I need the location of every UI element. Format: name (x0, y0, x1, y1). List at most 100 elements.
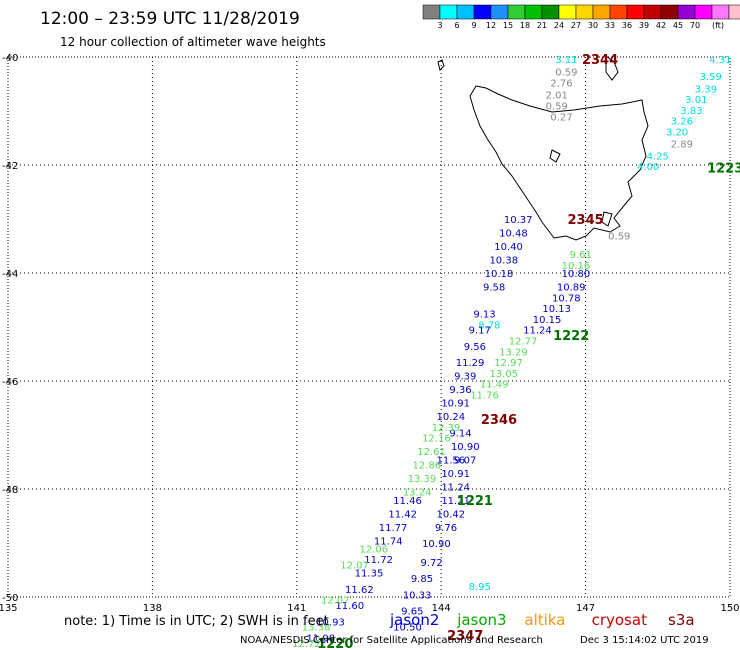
swh-label: 12.07 (340, 561, 369, 572)
swh-label: 0.59 (546, 102, 568, 113)
legend-swatch (711, 4, 730, 20)
swh-label: 12.07 (321, 596, 350, 607)
satellite-legend: jason2 jason3 altika cryosat s3a (389, 611, 695, 629)
pass-time-label: 1222 (553, 329, 589, 344)
legend-swatch (592, 4, 611, 20)
pass-time-label: 1221 (457, 494, 493, 509)
swh-label: 11.98 (307, 634, 336, 645)
pass-time-label: 2347 (447, 629, 483, 644)
pass-times: 2344 1223 2345 1222 2346 1221 1220 2347 (317, 53, 740, 650)
swh-label: 11.24 (441, 482, 470, 493)
satellite-jason3: jason3 (456, 611, 506, 629)
swh-label: 4.00 (637, 162, 659, 173)
swh-label: 11.35 (355, 569, 384, 580)
swh-label: 9.14 (449, 428, 471, 439)
legend-swatch (558, 4, 577, 20)
y-tick-label: -46 (2, 377, 18, 388)
swh-label: 13.38 (302, 623, 331, 634)
swh-label: 10.13 (542, 304, 571, 315)
swh-label: 11.62 (345, 585, 374, 596)
swh-label: 0.59 (555, 68, 577, 79)
legend-label: 18 (520, 21, 530, 30)
swh-label: 10.78 (552, 293, 581, 304)
legend-label: 39 (639, 21, 649, 30)
color-legend: 3 6 9 12 15 18 21 24 27 30 33 36 39 42 45 70 (ft) (422, 4, 740, 30)
legend-label: 33 (605, 21, 615, 30)
legend-swatch (490, 4, 509, 20)
flinders-island-outline (605, 55, 619, 81)
legend-swatch (507, 4, 526, 20)
legend-label: 30 (588, 21, 598, 30)
swh-label: 9.56 (464, 342, 486, 353)
swh-label: 11.24 (523, 326, 552, 337)
legend-label: 27 (571, 21, 581, 30)
legend-label: 24 (554, 21, 564, 30)
swh-label: 9.36 (449, 385, 471, 396)
legend-swatch (626, 4, 645, 20)
satellite-altika: altika (524, 611, 565, 629)
swh-label: 10.16 (562, 261, 591, 272)
swh-label: 11.72 (364, 555, 393, 566)
swh-label: 9.39 (454, 372, 476, 383)
swh-label: 9.72 (420, 558, 442, 569)
legend-swatch (439, 4, 458, 20)
legend-swatch (694, 4, 713, 20)
pass-time-label: 1223 (707, 162, 740, 177)
swh-label: 9.76 (435, 523, 457, 534)
swh-label: 11.74 (374, 536, 403, 547)
swh-label: 9.85 (411, 574, 433, 585)
swh-label: 11.42 (388, 509, 417, 520)
swh-label: 9.65 (401, 607, 423, 618)
x-tick-label: 138 (143, 603, 162, 614)
swh-label: 10.38 (489, 256, 518, 267)
y-tick-label: -48 (2, 485, 18, 496)
legend-label: 70 (690, 21, 700, 30)
swh-label: 10.40 (494, 242, 523, 253)
footer-credit: NOAA/NESDIS Center for Satellite Applica… (240, 635, 543, 646)
tasmania-coastline (437, 55, 649, 241)
legend-label: 36 (622, 21, 632, 30)
swh-label: 10.89 (557, 283, 586, 294)
swh-label: 10.24 (437, 412, 466, 423)
legend-swatch (473, 4, 492, 20)
bruny-island-outline (601, 211, 613, 227)
satellite-s3a: s3a (668, 611, 695, 629)
swh-label: 12.77 (509, 337, 538, 348)
y-tick-label: -44 (2, 269, 18, 280)
swh-label: 10.91 (441, 399, 470, 410)
footer-timestamp: Dec 3 15:14:02 UTC 2019 (580, 635, 709, 646)
swh-label: 8.95 (469, 582, 491, 593)
swh-label: 10.90 (422, 539, 451, 550)
swh-label: 11.76 (470, 391, 499, 402)
legend-label: 12 (486, 21, 496, 30)
swh-label: 3.59 (700, 72, 722, 83)
legend-swatch (541, 4, 560, 20)
swh-label: 10.90 (451, 442, 480, 453)
legend-label: 45 (673, 21, 683, 30)
swh-label: 10.48 (499, 229, 528, 240)
legend-swatch (609, 4, 628, 20)
swh-label: 2.01 (546, 90, 568, 101)
legend-swatch (456, 4, 475, 20)
swh-label: 3.01 (685, 95, 707, 106)
swh-label: 10.33 (403, 590, 432, 601)
chart-title: 12:00 – 23:59 UTC 11/28/2019 (40, 9, 300, 29)
legend-swatch (422, 4, 441, 20)
y-tick-label: -40 (2, 53, 18, 64)
swh-label: 3.11 (555, 55, 577, 66)
legend-swatch (524, 4, 543, 20)
tasmania-main-outline (469, 85, 649, 241)
swh-label: 2.89 (671, 139, 693, 150)
legend-swatch (643, 4, 662, 20)
pass-time-label: 2346 (481, 413, 517, 428)
swh-label: 3.26 (671, 117, 693, 128)
satellite-cryosat: cryosat (592, 611, 647, 629)
swh-label: 11.49 (480, 380, 509, 391)
y-tick-label: -50 (2, 593, 18, 604)
legend-label: 15 (503, 21, 513, 30)
swh-label: 11.46 (393, 496, 422, 507)
king-island-outline (437, 59, 445, 71)
swh-label: 4.25 (647, 151, 669, 162)
swh-label: 11.60 (335, 601, 364, 612)
x-tick-label: 147 (576, 603, 595, 614)
